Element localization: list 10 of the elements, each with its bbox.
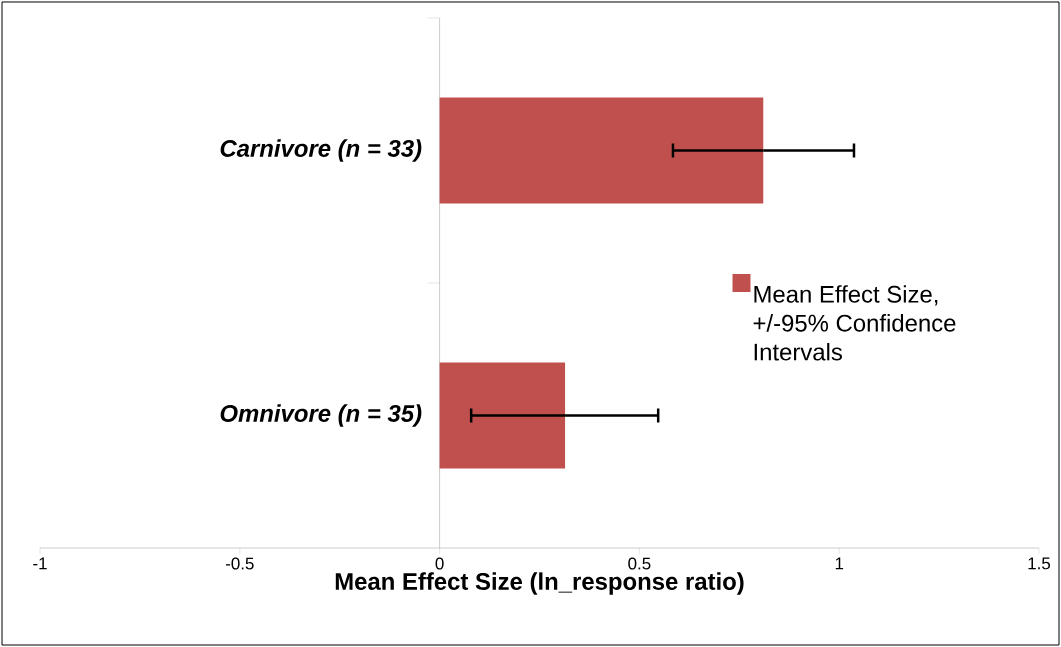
x-axis-title: Mean Effect Size (ln_response ratio) [335,572,744,595]
y-tick-label: Carnivore (n = 33) [220,139,422,162]
legend-label: Mean Effect Size, +/-95% Confidence Intervals [753,285,956,361]
x-tick-label: 1 [835,557,844,570]
x-tick-label: 0.5 [628,557,651,570]
x-tick-label: 1.5 [1028,557,1051,570]
x-tick-label: -1 [33,557,47,570]
y-tick-label: Omnivore (n = 35) [220,404,422,427]
x-tick-label: 0 [435,557,444,570]
x-tick-label: -0.5 [225,557,254,570]
